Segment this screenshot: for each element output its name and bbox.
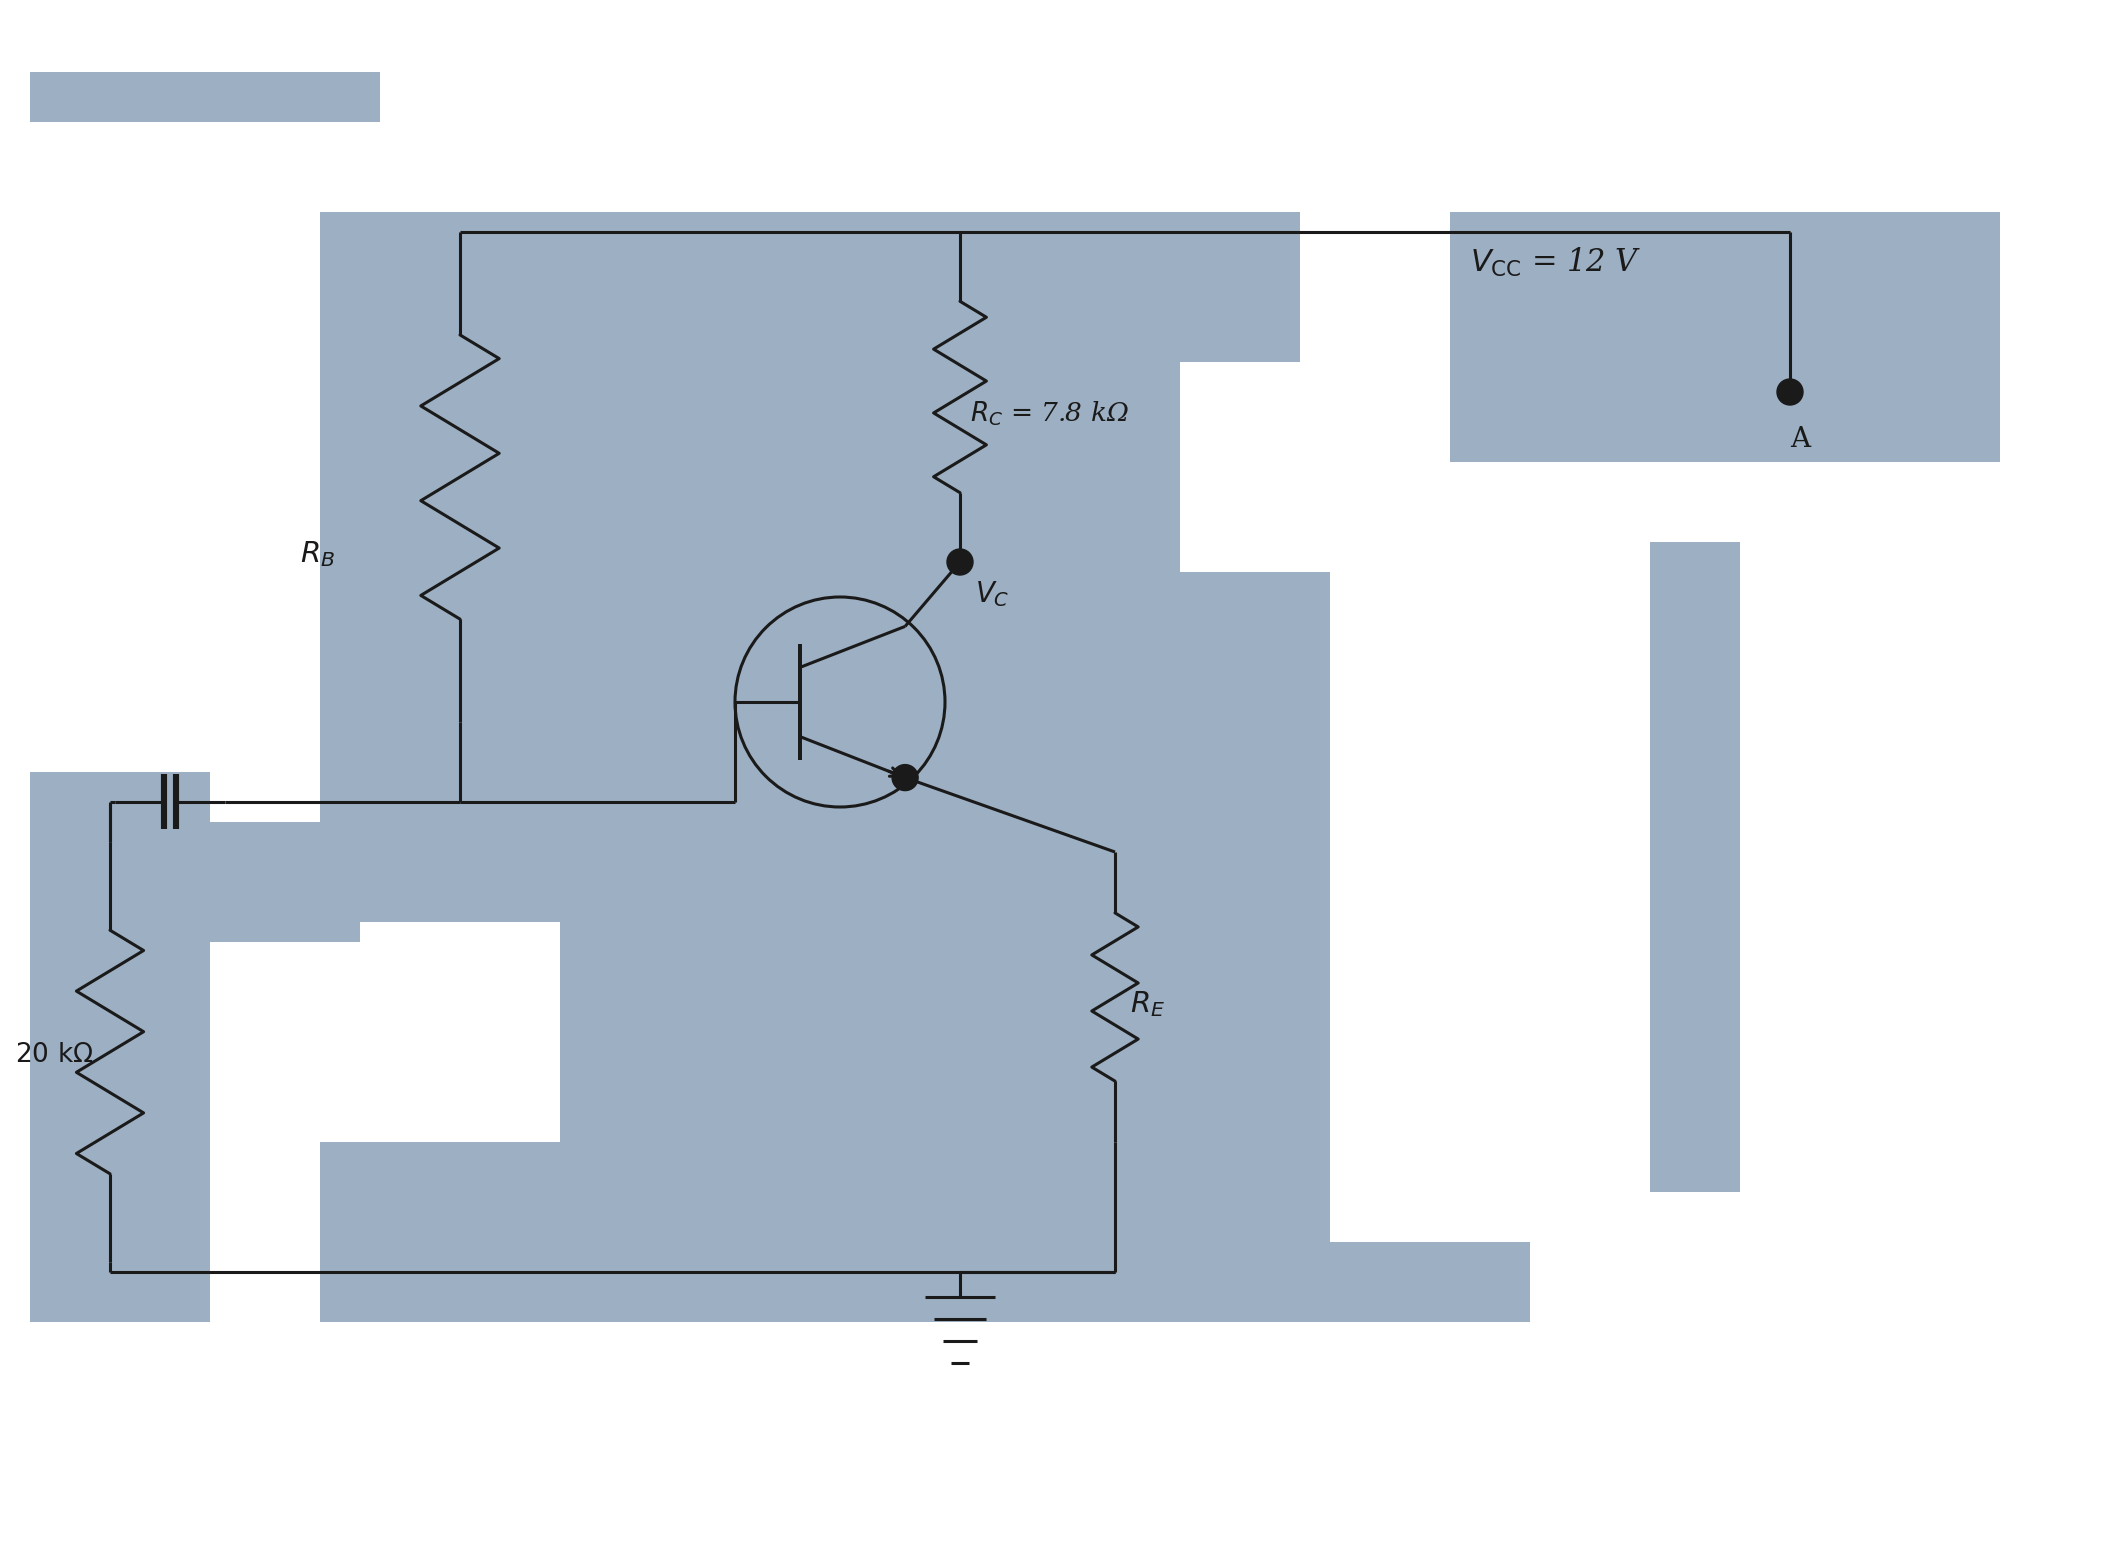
Text: $R_C$ = 7.8 kΩ: $R_C$ = 7.8 kΩ [971, 399, 1130, 429]
Bar [321, 211, 1300, 362]
Text: $R_E$: $R_E$ [1130, 988, 1166, 1019]
Circle shape [947, 549, 973, 575]
Circle shape [1778, 379, 1803, 406]
Text: $R_B$: $R_B$ [299, 540, 336, 569]
Bar [1451, 211, 2001, 463]
Text: $V_C$: $V_C$ [975, 578, 1009, 609]
Bar [321, 322, 639, 922]
Text: $20\ \mathrm{k\Omega}$: $20\ \mathrm{k\Omega}$ [15, 1042, 93, 1069]
Bar [321, 1143, 639, 1321]
Bar [561, 1123, 1330, 1321]
Bar [1111, 572, 1330, 1123]
Bar [561, 211, 1181, 1123]
Bar [30, 773, 210, 1321]
Bar [1181, 1241, 1529, 1321]
Bar [30, 72, 380, 122]
Text: $V_{\rm CC}$ = 12 V: $V_{\rm CC}$ = 12 V [1470, 247, 1642, 279]
Text: A: A [1791, 426, 1810, 453]
Bar [30, 822, 359, 942]
Circle shape [892, 765, 918, 791]
Bar [1650, 541, 1740, 1192]
